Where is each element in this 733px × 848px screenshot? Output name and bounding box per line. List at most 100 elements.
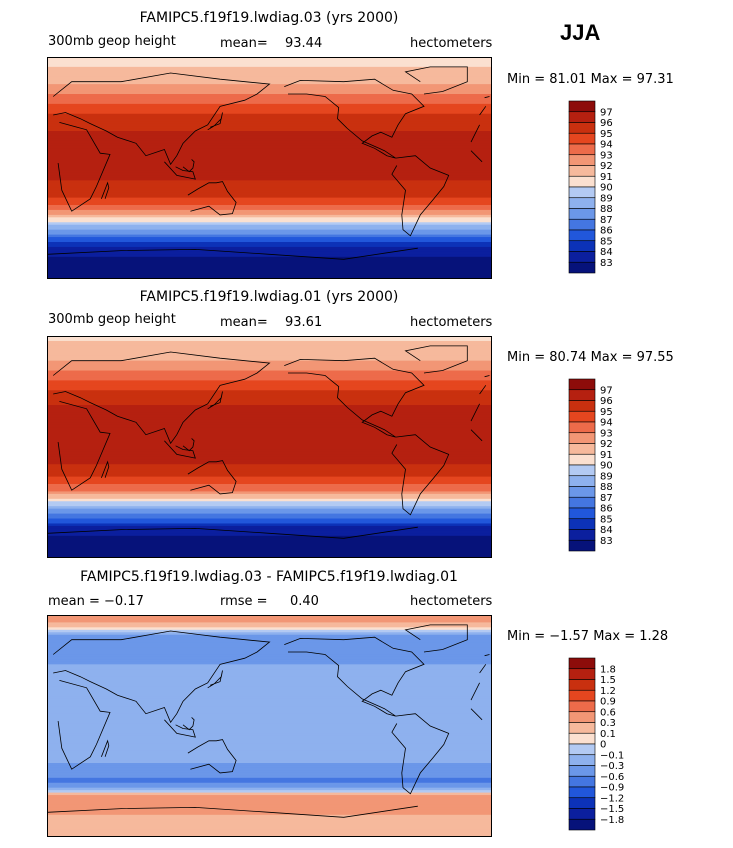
colorbar-tick-label: 95 (600, 129, 613, 140)
map-band (47, 461, 492, 465)
map-band (47, 385, 492, 389)
map-band (47, 642, 492, 646)
colorbar-box (568, 775, 596, 788)
map-band (47, 718, 492, 722)
map-band (47, 496, 492, 500)
map-band (47, 540, 492, 544)
coastline (404, 624, 468, 653)
map-band (47, 760, 492, 764)
colorbar-tick-label: 96 (600, 396, 613, 407)
map-band (47, 652, 492, 656)
colorbar-tick-label: 91 (600, 172, 613, 183)
colorbar-box (568, 389, 596, 401)
colorbar-tick-label: 0.1 (600, 729, 616, 740)
map-band (47, 713, 492, 717)
map-band (47, 442, 492, 446)
map-band (47, 456, 492, 460)
colorbar-tick-label: −0.1 (600, 750, 624, 761)
coastline (187, 181, 237, 216)
map-band (47, 693, 492, 697)
map-band (47, 207, 492, 211)
map-band (47, 98, 492, 102)
map-band (47, 533, 492, 537)
colorbar-tick-label: 85 (600, 514, 613, 525)
map-band (47, 780, 492, 784)
map-band (47, 103, 492, 107)
map-band (47, 447, 492, 451)
colorbar-tick-label: 84 (600, 525, 613, 536)
map-band (47, 175, 492, 179)
map-band (47, 251, 492, 255)
panel-3-mean-label: mean = −0.17 (48, 594, 144, 609)
map-band (47, 432, 492, 436)
map-band (47, 508, 492, 512)
map-band (47, 177, 492, 181)
map-band (47, 410, 492, 414)
colorbar-box (568, 743, 596, 756)
panel-1-variable-label: 300mb geop height (48, 34, 176, 49)
map-band (47, 424, 492, 428)
map-band (47, 553, 492, 557)
panel-3-colorbar: 1.81.51.20.90.60.30.10−0.1−0.3−0.6−0.9−1… (568, 657, 624, 831)
colorbar-box (568, 410, 596, 423)
coastline (207, 112, 223, 131)
map-band (47, 787, 492, 791)
map-band (47, 656, 492, 660)
map-band (47, 822, 492, 826)
colorbar-tick-label: 94 (600, 140, 613, 151)
map-band (47, 271, 492, 275)
map-band (47, 834, 492, 837)
panel-3-rmse-value: 0.40 (290, 594, 319, 609)
map-band (47, 71, 492, 75)
coastline (207, 670, 223, 689)
map-band (47, 64, 492, 68)
map-band (47, 126, 492, 130)
map-band (47, 703, 492, 707)
map-band (47, 237, 492, 241)
map-band (47, 345, 492, 349)
map-band (47, 469, 492, 473)
map-band (47, 227, 492, 231)
map-band (47, 743, 492, 747)
colorbar-box (568, 689, 596, 702)
colorbar-tick-label: 93 (600, 428, 613, 439)
colorbar-tick-label: 88 (600, 482, 613, 493)
map-band (47, 96, 492, 100)
map-band (47, 696, 492, 700)
map-band (47, 454, 492, 458)
map-band (47, 792, 492, 796)
map-band (47, 392, 492, 396)
map-band (47, 429, 492, 433)
map-band (47, 471, 492, 475)
map-band (47, 355, 492, 359)
colorbar-box (568, 507, 596, 520)
map-band (47, 192, 492, 196)
map-band (47, 503, 492, 507)
colorbar-tick-label: 84 (600, 247, 613, 258)
map-band (47, 814, 492, 818)
map-band (47, 209, 492, 213)
colorbar-tick-label: 0.6 (600, 707, 616, 718)
map-band (47, 654, 492, 658)
colorbar-tick-label: 97 (600, 107, 613, 118)
colorbar-box (568, 679, 596, 691)
coastline (52, 351, 487, 445)
map-band (47, 116, 492, 120)
map-band (47, 377, 492, 381)
map-band (47, 84, 492, 88)
map-band (47, 491, 492, 495)
colorbar-box (568, 251, 596, 263)
map-band (47, 829, 492, 833)
map-band (47, 782, 492, 786)
map-band (47, 343, 492, 347)
map-band (47, 733, 492, 737)
map-band (47, 375, 492, 379)
map-band (47, 624, 492, 628)
map-band (47, 214, 492, 218)
colorbar-tick-label: 85 (600, 236, 613, 247)
colorbar-tick-label: 0.3 (600, 718, 616, 729)
colorbar-box (568, 818, 596, 831)
coastline (391, 155, 450, 237)
map-band (47, 464, 492, 468)
map-band (47, 708, 492, 712)
